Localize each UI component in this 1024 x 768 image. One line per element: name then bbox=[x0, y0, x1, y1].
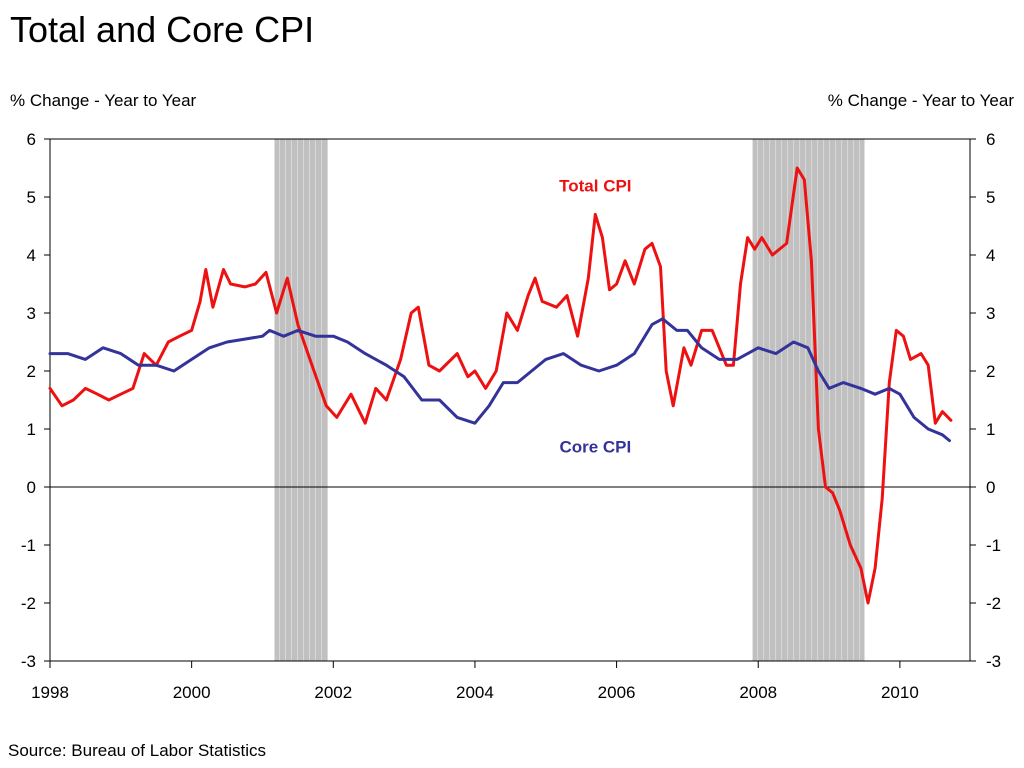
x-tick-label: 2006 bbox=[598, 683, 636, 702]
y-tick-label-right: 3 bbox=[986, 304, 995, 323]
y-tick-label-left: 1 bbox=[27, 420, 36, 439]
x-tick-label: 2010 bbox=[881, 683, 919, 702]
core-cpi-line bbox=[48, 317, 951, 443]
x-tick-label: 2008 bbox=[739, 683, 777, 702]
y-tick-label-right: 5 bbox=[986, 188, 995, 207]
y-tick-label-right: 2 bbox=[986, 362, 995, 381]
y-tick-label-left: 2 bbox=[27, 362, 36, 381]
y-tick-label-left: 6 bbox=[27, 130, 36, 149]
tick-labels: 6 6 5 5 4 4 3 3 2 2 1 1 0 0 -1 -1 -2 -2 -3 -3 1998 2000 2002 20… bbox=[21, 130, 1001, 702]
x-tick-label: 2000 bbox=[173, 683, 211, 702]
x-tick-label: 2002 bbox=[314, 683, 352, 702]
right-axis-caption: % Change - Year to Year bbox=[827, 91, 1014, 110]
y-tick-label-right: 1 bbox=[986, 420, 995, 439]
y-tick-label-left: 3 bbox=[27, 304, 36, 323]
total-cpi-line bbox=[48, 166, 953, 605]
axes bbox=[44, 138, 976, 668]
series-annotations: Total CPI Core CPI bbox=[559, 176, 631, 456]
y-tick-label-left: 4 bbox=[27, 246, 36, 265]
series-lines bbox=[48, 166, 953, 605]
y-tick-label-left: -2 bbox=[21, 594, 36, 613]
y-tick-label-left: -1 bbox=[21, 536, 36, 555]
y-tick-label-right: 0 bbox=[986, 478, 995, 497]
left-axis-caption: % Change - Year to Year bbox=[10, 91, 197, 110]
y-tick-label-left: 0 bbox=[27, 478, 36, 497]
y-tick-label-left: 5 bbox=[27, 188, 36, 207]
y-tick-label-left: -3 bbox=[21, 652, 36, 671]
plot-frame bbox=[49, 138, 971, 662]
chart-title: Total and Core CPI bbox=[10, 9, 315, 50]
y-tick-label-right: -1 bbox=[986, 536, 1001, 555]
total-cpi-label: Total CPI bbox=[559, 176, 631, 195]
y-tick-label-right: 4 bbox=[986, 246, 995, 265]
y-tick-label-right: -3 bbox=[986, 652, 1001, 671]
source-note: Source: Bureau of Labor Statistics bbox=[8, 741, 266, 760]
recession-band bbox=[274, 139, 328, 661]
x-tick-label: 1998 bbox=[31, 683, 69, 702]
x-tick-label: 2004 bbox=[456, 683, 494, 702]
recession-bands bbox=[274, 139, 865, 661]
y-tick-label-right: 6 bbox=[986, 130, 995, 149]
core-cpi-label: Core CPI bbox=[559, 437, 631, 456]
y-tick-label-right: -2 bbox=[986, 594, 1001, 613]
